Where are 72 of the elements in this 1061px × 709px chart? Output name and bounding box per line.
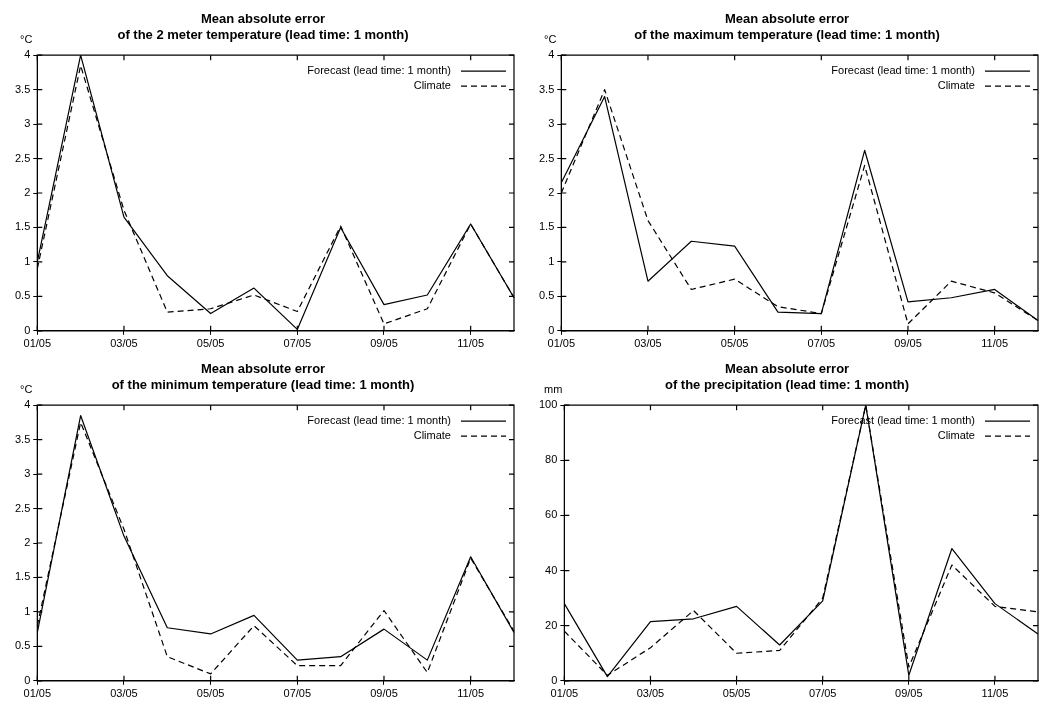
x-tick-label: 03/05 — [636, 687, 665, 700]
y-tick-label: 0 — [548, 323, 555, 336]
x-tick-label: 05/05 — [720, 337, 749, 350]
legend-label: Forecast (lead time: 1 month) — [307, 64, 451, 77]
legend-label: Climate — [937, 79, 975, 92]
y-tick-label: 0 — [24, 673, 31, 686]
y-tick-label: 0 — [24, 323, 31, 336]
y-tick-label: 3 — [548, 117, 555, 130]
x-tick-label: 07/05 — [808, 687, 837, 700]
legend-label: Climate — [413, 429, 451, 442]
y-tick-label: 2 — [548, 186, 555, 199]
x-tick-label: 01/05 — [23, 687, 52, 700]
y-axis-title: °C — [20, 382, 33, 395]
legend-label: Climate — [937, 429, 975, 442]
x-tick-label: 05/05 — [722, 687, 751, 700]
y-tick-label: 3.5 — [14, 432, 31, 445]
y-tick-label: 2.5 — [14, 501, 31, 514]
y-tick-label: 4 — [24, 48, 31, 61]
y-tick-label: 1.5 — [14, 570, 31, 583]
y-tick-label: 20 — [545, 618, 558, 631]
chart-title: Mean absolute error of the maximum temperature (lead time: 1 month) — [634, 11, 940, 42]
y-tick-label: 100 — [538, 398, 558, 411]
y-tick-label: 0.5 — [14, 639, 31, 652]
x-tick-label: 07/05 — [807, 337, 836, 350]
y-tick-label: 0.5 — [538, 289, 555, 302]
y-tick-label: 1 — [548, 254, 555, 267]
x-tick-label: 11/05 — [457, 337, 485, 350]
legend-label: Climate — [413, 79, 451, 92]
x-tick-label: 03/05 — [110, 687, 138, 700]
y-tick-label: 60 — [545, 508, 558, 521]
x-tick-label: 09/05 — [370, 687, 398, 700]
x-tick-label: 01/05 — [23, 337, 52, 350]
x-tick-label: 11/05 — [457, 687, 485, 700]
chart-title: Mean absolute error of the 2 meter temperature (lead time: 1 month) — [117, 11, 409, 42]
y-tick-label: 0.5 — [14, 289, 31, 302]
y-tick-label: 3 — [24, 117, 31, 130]
y-tick-label: 0 — [551, 673, 558, 686]
x-tick-label: 09/05 — [370, 337, 398, 350]
x-tick-label: 01/05 — [550, 687, 579, 700]
legend-label: Forecast (lead time: 1 month) — [307, 414, 451, 427]
x-tick-label: 03/05 — [634, 337, 662, 350]
x-tick-label: 05/05 — [196, 687, 225, 700]
y-tick-label: 3.5 — [538, 82, 555, 95]
y-tick-label: 1.5 — [538, 220, 555, 233]
y-tick-label: 1.5 — [14, 220, 31, 233]
y-tick-label: 3 — [24, 467, 31, 480]
y-axis-title: °C — [544, 32, 557, 45]
x-tick-label: 11/05 — [981, 687, 1009, 700]
y-tick-label: 2.5 — [538, 151, 555, 164]
x-tick-label: 07/05 — [283, 687, 312, 700]
x-tick-label: 09/05 — [895, 687, 923, 700]
x-tick-label: 09/05 — [894, 337, 922, 350]
x-tick-label: 11/05 — [981, 337, 1009, 350]
y-axis-title: °C — [20, 32, 33, 45]
y-tick-label: 1 — [24, 604, 31, 617]
x-tick-label: 03/05 — [110, 337, 138, 350]
y-tick-label: 2 — [24, 536, 31, 549]
y-tick-label: 4 — [24, 398, 31, 411]
y-tick-label: 4 — [548, 48, 555, 61]
y-axis-title: mm — [544, 382, 563, 395]
y-tick-label: 3.5 — [14, 82, 31, 95]
chart-title: Mean absolute error of the precipitation (lead time: 1 month) — [664, 361, 910, 392]
legend-label: Forecast (lead time: 1 month) — [831, 64, 975, 77]
x-tick-label: 05/05 — [196, 337, 225, 350]
y-tick-label: 2.5 — [14, 151, 31, 164]
y-tick-label: 2 — [24, 186, 31, 199]
chart-title: Mean absolute error of the minimum temperature (lead time: 1 month) — [111, 361, 415, 392]
y-tick-label: 40 — [545, 563, 558, 576]
x-tick-label: 07/05 — [283, 337, 312, 350]
y-tick-label: 80 — [545, 453, 558, 466]
x-tick-label: 01/05 — [547, 337, 576, 350]
y-tick-label: 1 — [24, 254, 31, 267]
